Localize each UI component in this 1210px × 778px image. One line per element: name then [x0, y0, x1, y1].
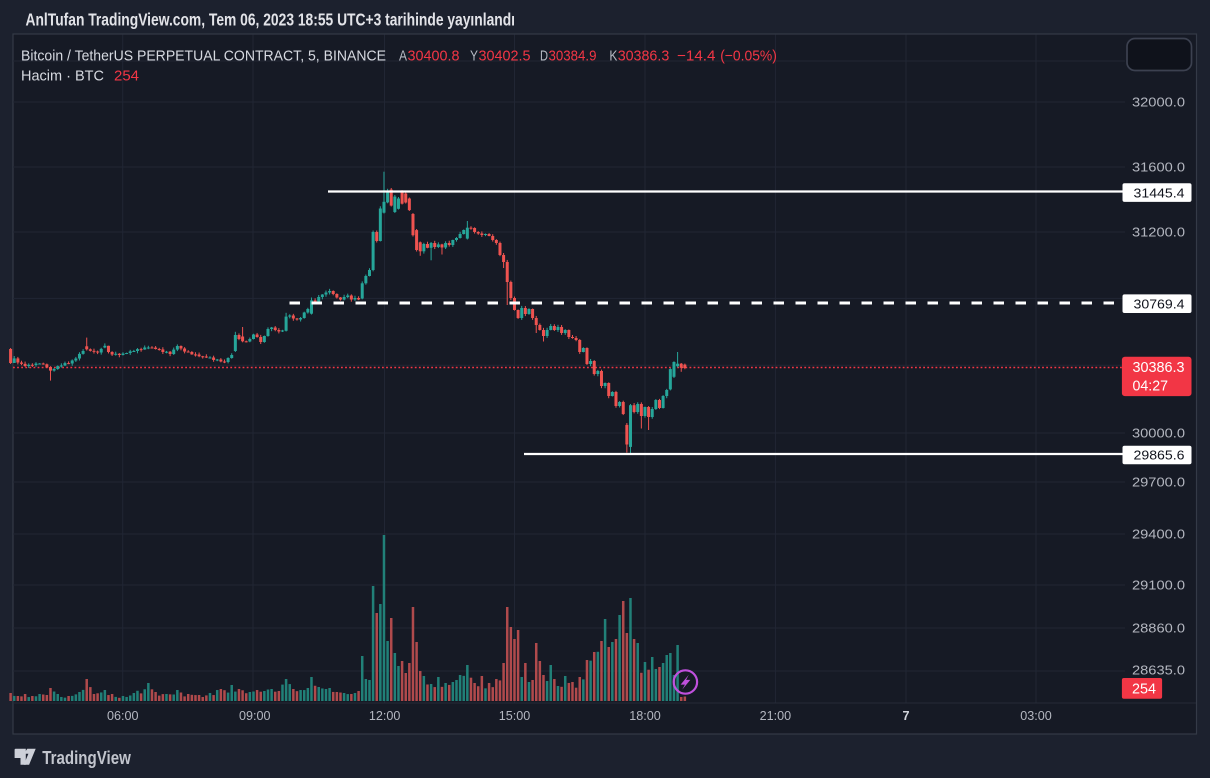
svg-text:04:27: 04:27: [1133, 379, 1169, 395]
svg-text:18:00: 18:00: [629, 709, 661, 723]
svg-text:28635.0: 28635.0: [1132, 663, 1185, 678]
svg-text:09:00: 09:00: [239, 709, 271, 723]
svg-text:28860.0: 28860.0: [1132, 621, 1185, 636]
svg-text:30000.0: 30000.0: [1132, 426, 1185, 441]
svg-text:254: 254: [114, 68, 139, 85]
svg-text:K: K: [609, 48, 617, 65]
svg-text:31445.4: 31445.4: [1134, 185, 1185, 200]
svg-text:30400.8: 30400.8: [408, 48, 460, 65]
svg-text:7: 7: [902, 709, 909, 723]
svg-text:29700.0: 29700.0: [1132, 475, 1185, 490]
svg-text:03:00: 03:00: [1020, 709, 1052, 723]
svg-text:Hacim · BTC: Hacim · BTC: [21, 68, 104, 85]
svg-text:(−0.05%): (−0.05%): [720, 48, 777, 65]
svg-text:31600.0: 31600.0: [1132, 160, 1185, 175]
svg-text:30386.3: 30386.3: [1133, 360, 1185, 376]
svg-text:06:00: 06:00: [107, 709, 139, 723]
svg-text:254: 254: [1132, 681, 1156, 697]
svg-text:30384.9: 30384.9: [549, 48, 597, 65]
svg-text:D: D: [540, 48, 548, 65]
svg-text:29865.6: 29865.6: [1134, 448, 1185, 463]
svg-text:30769.4: 30769.4: [1134, 296, 1185, 311]
svg-text:30402.5: 30402.5: [479, 48, 531, 65]
svg-text:Y: Y: [470, 48, 478, 65]
svg-text:12:00: 12:00: [369, 709, 401, 723]
svg-text:29100.0: 29100.0: [1132, 578, 1185, 593]
svg-text:TradingView: TradingView: [42, 747, 131, 768]
svg-text:AnlTufan TradingView.com, Tem: AnlTufan TradingView.com, Tem 06, 2023 1…: [26, 10, 516, 30]
svg-text:−14.4: −14.4: [677, 48, 716, 65]
svg-text:15:00: 15:00: [499, 709, 531, 723]
svg-text:32000.0: 32000.0: [1132, 95, 1185, 110]
svg-text:A: A: [399, 48, 407, 65]
svg-text:29400.0: 29400.0: [1132, 527, 1185, 542]
svg-text:21:00: 21:00: [760, 709, 792, 723]
svg-text:Bitcoin / TetherUS PERPETUAL C: Bitcoin / TetherUS PERPETUAL CONTRACT, 5…: [21, 48, 386, 65]
svg-text:30386.3: 30386.3: [618, 48, 670, 65]
svg-text:31200.0: 31200.0: [1132, 225, 1185, 240]
